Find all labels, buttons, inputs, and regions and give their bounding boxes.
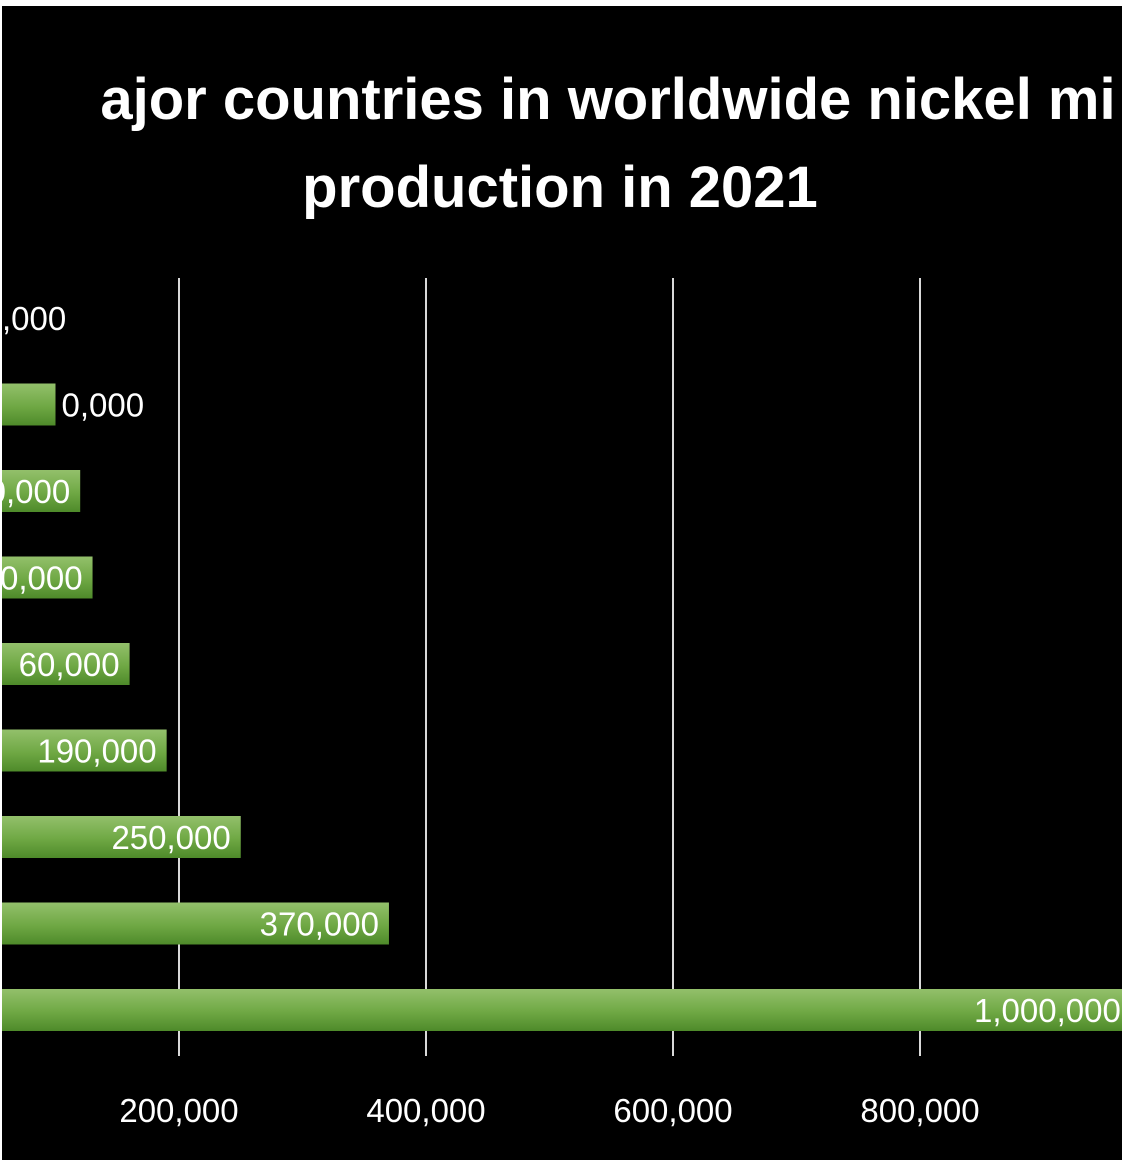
- bar-8: [2, 383, 56, 426]
- chart-title: ajor countries in worldwide nickel mi pr…: [2, 56, 1122, 232]
- bar-4: [2, 729, 167, 772]
- bar-7: [2, 470, 81, 512]
- chart-title-line-1: ajor countries in worldwide nickel mi: [100, 67, 1116, 132]
- x-tick-label-1: 200,000: [119, 1092, 238, 1129]
- data-label-1: 1,000,000: [974, 992, 1121, 1029]
- x-tick-label-3: 600,000: [613, 1092, 732, 1129]
- bar-3: [2, 816, 241, 858]
- data-label-6: 0,000: [2, 560, 83, 597]
- chart-title-line-2: production in 2021: [302, 155, 818, 220]
- data-label-7: 0,000: [2, 473, 70, 510]
- bar-6: [2, 556, 93, 599]
- data-label-5: 60,000: [19, 646, 120, 683]
- bar-2: [2, 902, 389, 945]
- data-label-4: 190,000: [37, 733, 156, 770]
- data-label-2: 370,000: [260, 906, 379, 943]
- data-label-3: 250,000: [111, 819, 230, 856]
- bar-1: [2, 989, 1122, 1031]
- x-tick-label-4: 800,000: [860, 1092, 979, 1129]
- chart-panel: ajor countries in worldwide nickel mi pr…: [2, 6, 1122, 1160]
- data-label-9: ,000: [2, 300, 66, 337]
- bar-chart: 1,000,000 370,000 250,000 190,000 60,000 0,00…: [2, 278, 1122, 1129]
- bar-5: [2, 643, 130, 685]
- x-tick-label-2: 400,000: [366, 1092, 485, 1129]
- data-label-8: 0,000: [62, 387, 145, 424]
